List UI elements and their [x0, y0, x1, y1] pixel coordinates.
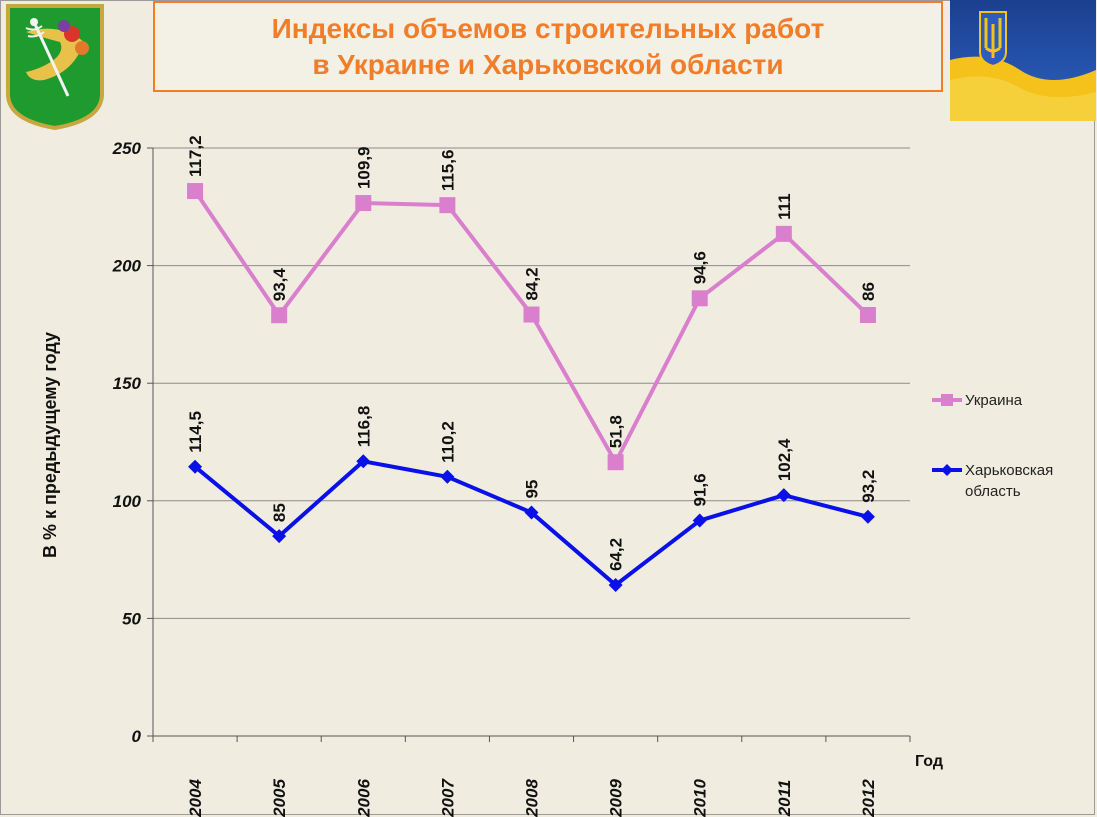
- x-tick-label: 2005: [270, 779, 289, 817]
- data-label: 109,9: [354, 146, 373, 189]
- series-line-ukraine: [193, 189, 870, 465]
- data-point-diamond: [356, 454, 371, 469]
- x-tick-label: 2004: [186, 779, 205, 817]
- data-point-square: [187, 183, 204, 200]
- x-axis-title: Год: [915, 753, 943, 770]
- data-label: 114,5: [186, 411, 205, 453]
- x-axis-ticks: 2004 2005 2006 2007 2008 2009 2010 2011 2012: [152, 736, 911, 817]
- data-point-square: [523, 306, 540, 323]
- y-tick-label: 150: [113, 374, 142, 393]
- data-labels: 117,2 93,4 109,9 115,6 84,2 51,8 94,6 111 86 114,…: [186, 135, 878, 571]
- data-label: 91,6: [691, 473, 710, 506]
- data-point-diamond: [440, 469, 455, 484]
- y-axis-ticks: 0 50 100 150 200 250: [112, 139, 153, 746]
- data-point-square: [607, 454, 624, 471]
- data-point-square: [439, 197, 456, 214]
- data-label: 85: [270, 503, 289, 522]
- data-label: 102,4: [775, 438, 794, 481]
- legend-label: область: [965, 483, 1021, 500]
- y-axis-title: В % к предыдущему году: [40, 332, 60, 558]
- chart-title-box: Индексы объемов строительных работ в Укр…: [153, 1, 943, 92]
- y-tick-label: 200: [112, 257, 142, 276]
- y-tick-label: 0: [132, 727, 142, 746]
- data-label: 86: [859, 282, 878, 301]
- y-tick-label: 50: [122, 609, 141, 628]
- y-tick-label: 250: [112, 139, 142, 158]
- data-label: 93,2: [859, 470, 878, 503]
- data-label: 94,6: [691, 251, 710, 284]
- kharkiv-coat-of-arms-logo: [4, 2, 106, 131]
- data-point-diamond: [272, 529, 287, 544]
- chart-axes: [152, 148, 910, 737]
- data-point-diamond: [860, 509, 875, 524]
- ukraine-flag-logo: [950, 0, 1096, 121]
- data-label: 64,2: [607, 538, 626, 571]
- data-point-diamond: [776, 488, 791, 503]
- data-point-square: [775, 225, 792, 242]
- chart-title-line-1: Индексы объемов строительных работ: [271, 12, 825, 44]
- legend-marker-square: [941, 394, 953, 406]
- data-label: 95: [523, 480, 542, 499]
- x-tick-label: 2006: [354, 779, 373, 817]
- data-point-diamond: [608, 578, 623, 593]
- series-markers: [187, 183, 876, 593]
- x-tick-label: 2012: [859, 779, 878, 817]
- x-tick-label: 2011: [775, 780, 794, 817]
- data-label: 51,8: [607, 415, 626, 448]
- data-point-square: [355, 195, 372, 212]
- data-point-diamond: [692, 513, 707, 528]
- series-lines: [193, 189, 870, 588]
- data-label: 93,4: [270, 268, 289, 302]
- x-tick-label: 2008: [523, 779, 542, 817]
- data-label: 117,2: [186, 135, 205, 177]
- x-tick-label: 2009: [607, 779, 626, 817]
- data-label: 115,6: [438, 150, 457, 192]
- data-point-square: [691, 290, 708, 307]
- chart-title-line-2: в Украине и Харьковской области: [312, 48, 784, 80]
- data-label: 111: [775, 193, 794, 220]
- legend-label: Харьковская: [965, 462, 1053, 479]
- data-point-diamond: [188, 459, 203, 474]
- x-tick-label: 2007: [438, 778, 457, 817]
- data-label: 110,2: [438, 421, 457, 463]
- y-tick-label: 100: [113, 492, 142, 511]
- data-point-square: [271, 307, 288, 324]
- data-point-diamond: [524, 505, 539, 520]
- legend-marker-diamond: [941, 464, 953, 476]
- data-label: 84,2: [523, 267, 542, 300]
- x-tick-label: 2010: [691, 779, 710, 817]
- data-label: 116,8: [354, 406, 373, 448]
- chart-grid: [153, 147, 910, 619]
- legend-label: Украина: [965, 392, 1023, 409]
- chart-legend: Украина Харьковская область: [932, 392, 1053, 500]
- data-point-square: [859, 306, 876, 323]
